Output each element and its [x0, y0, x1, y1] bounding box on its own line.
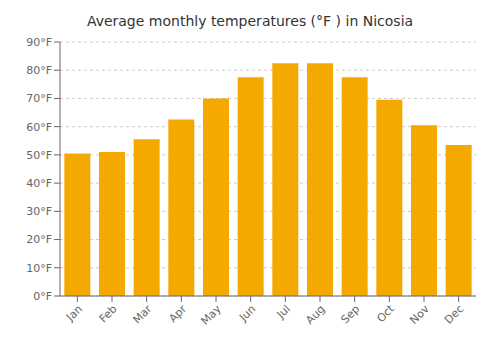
- svg-text:Aug: Aug: [303, 302, 327, 326]
- svg-text:Jan: Jan: [63, 302, 85, 324]
- svg-text:Dec: Dec: [442, 302, 466, 326]
- svg-text:Jul: Jul: [274, 302, 293, 321]
- svg-text:70°F: 70°F: [26, 92, 52, 105]
- svg-text:30°F: 30°F: [26, 205, 52, 218]
- svg-text:Feb: Feb: [97, 302, 120, 325]
- svg-text:80°F: 80°F: [26, 64, 52, 77]
- svg-text:Sep: Sep: [338, 302, 362, 326]
- svg-text:Mar: Mar: [130, 302, 154, 326]
- svg-text:Jun: Jun: [236, 302, 258, 324]
- svg-text:0°F: 0°F: [33, 290, 52, 303]
- svg-text:50°F: 50°F: [26, 149, 52, 162]
- svg-text:40°F: 40°F: [26, 177, 52, 190]
- svg-text:Oct: Oct: [374, 302, 397, 325]
- svg-text:90°F: 90°F: [26, 36, 52, 49]
- html-text:Average monthly temperatures (: Average monthly temperatures (°F ) in Ni…: [86, 13, 414, 29]
- svg-text:Nov: Nov: [407, 302, 432, 327]
- svg-text:May: May: [198, 302, 224, 328]
- svg-text:20°F: 20°F: [26, 233, 52, 246]
- svg-text:60°F: 60°F: [26, 121, 52, 134]
- svg-text:10°F: 10°F: [26, 262, 52, 275]
- svg-text:Apr: Apr: [166, 302, 189, 325]
